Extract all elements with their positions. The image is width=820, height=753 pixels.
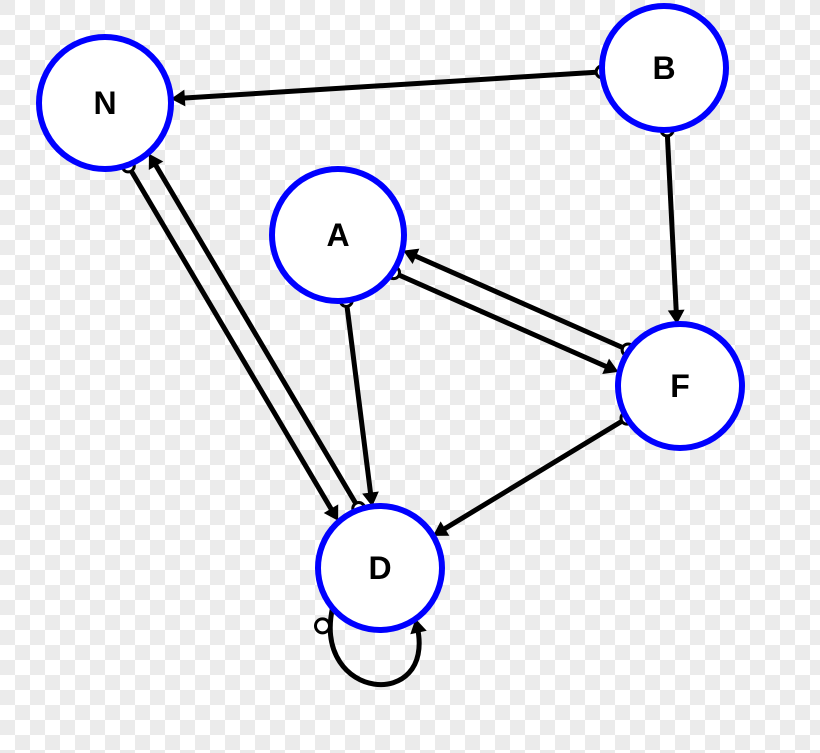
node-label-B: B bbox=[652, 50, 675, 86]
node-B: B bbox=[602, 6, 726, 130]
node-A: A bbox=[272, 169, 404, 301]
node-label-D: D bbox=[368, 550, 391, 586]
loop-dot bbox=[316, 619, 330, 633]
node-label-A: A bbox=[326, 217, 349, 253]
node-N: N bbox=[39, 37, 171, 169]
graph-canvas: N B A F D bbox=[0, 0, 820, 753]
node-F: F bbox=[618, 324, 742, 448]
node-label-F: F bbox=[670, 368, 690, 404]
node-D: D bbox=[318, 506, 442, 630]
node-label-N: N bbox=[93, 85, 116, 121]
